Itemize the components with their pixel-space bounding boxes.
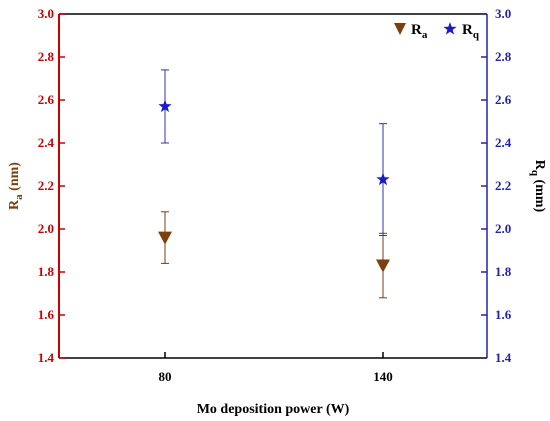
legend-marker-star — [443, 22, 457, 35]
left-y-ticks: 1.4 1.6 1.8 2.0 2.2 2.4 2.6 2.8 3.0 — [38, 6, 65, 365]
right-tick-label: 1.6 — [495, 307, 512, 322]
right-tick-label: 2.0 — [495, 221, 511, 236]
left-tick-label: 2.0 — [38, 221, 54, 236]
legend-marker-triangle — [394, 23, 406, 35]
legend-ra-main: R — [411, 22, 422, 38]
legend-rq-main: R — [462, 22, 473, 38]
left-tick-label: 2.4 — [38, 135, 55, 150]
x-tick-label: 140 — [373, 369, 393, 384]
left-axis-title-unit: (nm) — [7, 162, 22, 195]
legend-label-ra: Ra — [411, 22, 428, 41]
left-tick-label: 1.4 — [38, 350, 55, 365]
left-tick-label: 1.6 — [38, 307, 55, 322]
ra-point — [376, 259, 390, 273]
left-axis-title: Ra (nm) — [7, 162, 25, 210]
x-tick-label: 80 — [159, 369, 172, 384]
legend: Ra Rq — [394, 22, 480, 41]
x-axis-title: Mo deposition power (W) — [197, 402, 350, 417]
left-tick-label: 1.8 — [38, 264, 55, 279]
right-tick-label: 1.4 — [495, 350, 512, 365]
right-tick-label: 2.6 — [495, 92, 512, 107]
legend-rq-sub: q — [473, 29, 480, 41]
right-tick-label: 1.8 — [495, 264, 512, 279]
right-tick-label: 3.0 — [495, 6, 511, 21]
left-axis-title-sub: a — [13, 194, 25, 200]
x-ticks: 80 140 — [159, 352, 393, 384]
right-tick-label: 2.8 — [495, 49, 512, 64]
left-tick-label: 2.2 — [38, 178, 54, 193]
right-axis-title-unit: (mm) — [532, 176, 547, 212]
legend-ra-sub: a — [422, 29, 428, 41]
left-axis-title-main: R — [7, 199, 22, 210]
rq-point — [158, 99, 172, 113]
right-tick-label: 2.4 — [495, 135, 512, 150]
right-y-ticks: 1.4 1.6 1.8 2.0 2.2 2.4 2.6 2.8 3.0 — [481, 6, 512, 365]
left-tick-label: 2.8 — [38, 49, 55, 64]
right-axis-title: Rq (mm) — [529, 160, 547, 213]
rq-point — [376, 172, 390, 186]
ra-point — [158, 231, 172, 245]
left-tick-label: 2.6 — [38, 92, 55, 107]
right-axis-title-sub: q — [529, 170, 541, 177]
legend-label-rq: Rq — [462, 22, 480, 41]
data-marks — [158, 69, 390, 299]
right-tick-label: 2.2 — [495, 178, 511, 193]
left-tick-label: 3.0 — [38, 6, 54, 21]
right-axis-title-main: R — [532, 160, 547, 171]
